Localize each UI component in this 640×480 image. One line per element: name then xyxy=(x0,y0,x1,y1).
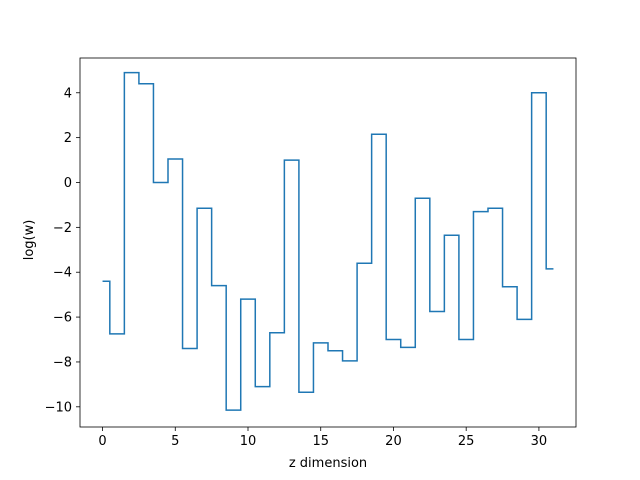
y-tick-label: −8 xyxy=(53,355,72,370)
y-tick-label: 0 xyxy=(64,176,72,191)
x-axis-label: z dimension xyxy=(289,456,367,471)
axes-frame xyxy=(79,57,577,428)
y-axis-ticks: −10 −8 −6 −4 −2 0 2 4 xyxy=(45,86,80,415)
x-tick-label: 15 xyxy=(312,434,329,449)
y-tick-label: −4 xyxy=(53,266,72,281)
y-axis-label: log(w) xyxy=(22,220,37,261)
y-tick-label: 4 xyxy=(64,86,72,101)
y-tick-label: −2 xyxy=(53,221,72,236)
x-tick-label: 10 xyxy=(240,434,257,449)
y-tick-label: −10 xyxy=(45,400,72,415)
x-tick-label: 30 xyxy=(531,434,548,449)
y-tick-label: 2 xyxy=(64,131,72,146)
series-line xyxy=(102,71,554,411)
x-tick-label: 5 xyxy=(171,434,179,449)
x-axis-ticks: 0 5 10 15 20 25 30 xyxy=(98,427,547,449)
x-tick-label: 0 xyxy=(98,434,106,449)
plot-area xyxy=(79,57,577,428)
x-tick-label: 25 xyxy=(458,434,475,449)
y-tick-label: −6 xyxy=(53,311,72,326)
x-tick-label: 20 xyxy=(385,434,402,449)
